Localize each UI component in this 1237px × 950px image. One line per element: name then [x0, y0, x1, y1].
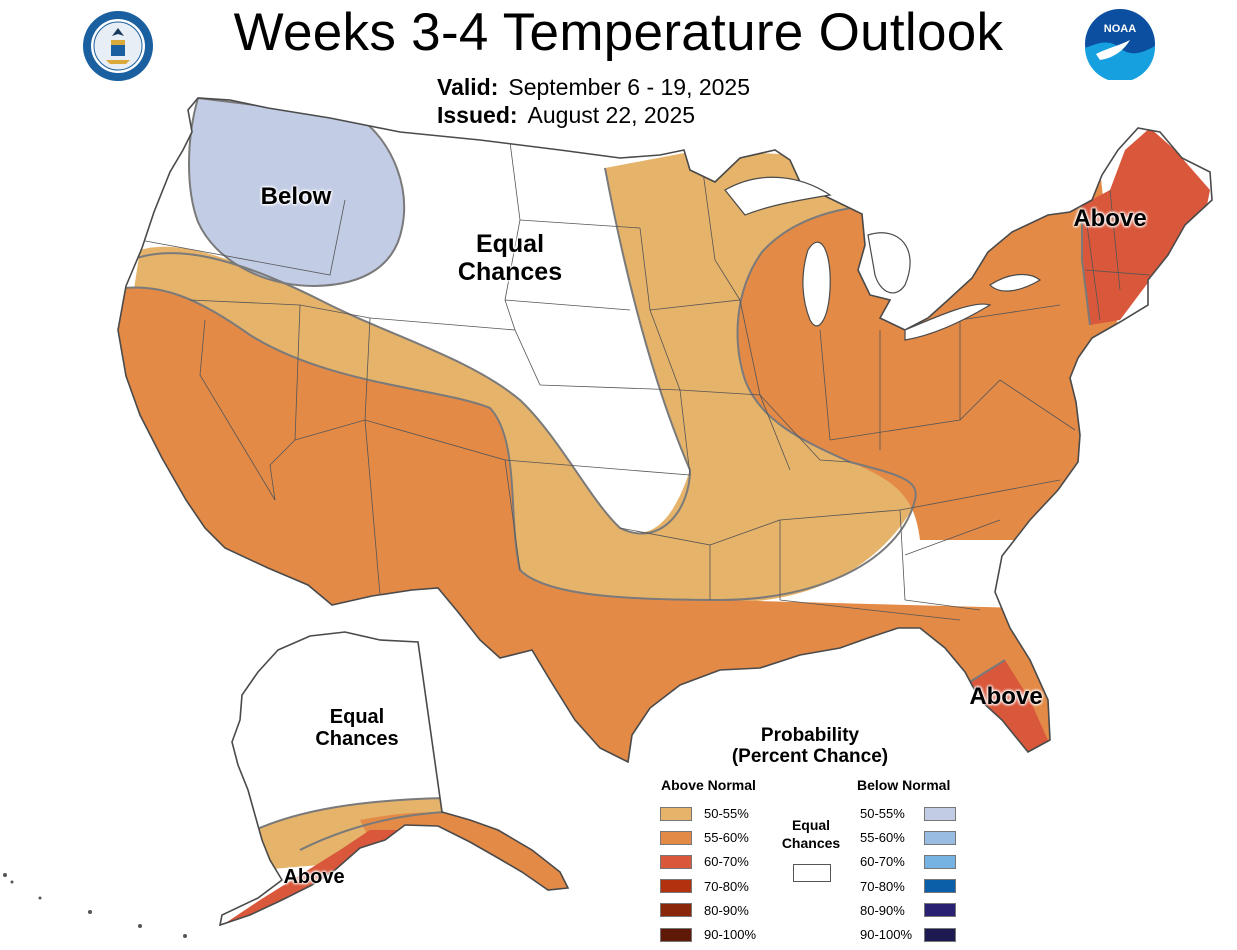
legend-below-header: Below Normal — [857, 777, 951, 793]
legend-above-row: 60-70% — [660, 854, 749, 869]
doc-seal-icon — [83, 11, 153, 81]
equal-chances-label-line1: Equal — [475, 230, 545, 258]
legend-equal-line1: Equal — [791, 817, 831, 833]
legend-above-swatch — [660, 854, 692, 869]
legend-above-label: 80-90% — [704, 902, 749, 918]
equal-chances-label: Equal Chances — [430, 230, 590, 286]
probability-contours — [118, 98, 1091, 684]
valid-line: Valid: September 6 - 19, 2025 — [437, 74, 750, 101]
valid-label: Valid: — [437, 74, 499, 100]
legend-below-row: 60-70% — [860, 854, 956, 869]
legend-above-swatch — [660, 879, 692, 894]
legend-above-label: 50-55% — [704, 806, 749, 821]
legend-below-label: 80-90% — [860, 902, 905, 918]
alaska-above-label: Above — [283, 866, 345, 888]
alaska-outline — [218, 631, 570, 927]
legend-above-label: 70-80% — [704, 878, 749, 894]
legend-below-row: 80-90% — [860, 903, 956, 918]
above-florida-label: Above — [969, 683, 1043, 710]
equal-chances-label-line2: Chances — [457, 258, 563, 286]
legend-above-header: Above Normal — [661, 777, 756, 793]
above-60-70-newengland-region — [1082, 128, 1210, 325]
legend-below-swatch — [924, 927, 956, 942]
above-55-60-east-region — [737, 170, 1120, 540]
issued-date: August 22, 2025 — [527, 102, 696, 128]
legend-below-row: 70-80% — [860, 879, 956, 894]
alaska-shading — [220, 632, 568, 925]
legend-equal-chances-swatch — [793, 864, 831, 882]
legend-below-label: 60-70% — [860, 854, 905, 870]
alaska-equal-chances-line2: Chances — [315, 728, 399, 751]
legend-below-swatch — [924, 903, 956, 918]
legend-below-swatch — [924, 854, 956, 869]
noaa-logo-icon: NOAA — [1085, 9, 1156, 80]
legend-below-label: 55-60% — [860, 830, 905, 846]
below-label: Below — [260, 183, 332, 210]
legend-above-row: 90-100% — [660, 927, 756, 942]
legend-above-label: 60-70% — [704, 854, 749, 870]
legend-title: Probability (Percent Chance) — [680, 725, 940, 768]
legend-above-swatch — [660, 927, 692, 942]
legend-below-label: 70-80% — [860, 878, 905, 894]
map-title: Weeks 3-4 Temperature Outlook — [233, 3, 1004, 62]
legend-above-swatch — [660, 806, 692, 821]
legend-above-row: 55-60% — [660, 830, 749, 845]
aleutian-islands — [3, 873, 187, 938]
legend-equal-chances-label: Equal Chances — [773, 817, 849, 852]
legend-below-swatch — [924, 830, 956, 845]
legend-title-line1: Probability — [760, 725, 860, 746]
ak-above-55-60-region — [360, 812, 568, 900]
legend-below-swatch — [924, 879, 956, 894]
legend-above-swatch — [660, 903, 692, 918]
legend-below-row: 90-100% — [860, 927, 956, 942]
legend-above-label: 55-60% — [704, 830, 749, 846]
legend-below-swatch — [924, 806, 956, 821]
legend-above-row: 80-90% — [660, 903, 749, 918]
legend-below-label: 50-55% — [860, 806, 905, 821]
legend-equal-line2: Chances — [781, 834, 841, 851]
alaska-equal-chances-line1: Equal — [329, 706, 385, 728]
alaska-equal-chances-label: Equal Chances — [292, 706, 422, 751]
legend-above-row: 70-80% — [660, 879, 749, 894]
legend-above-swatch — [660, 830, 692, 845]
state-borders — [139, 141, 1151, 621]
legend-below-label: 90-100% — [860, 927, 913, 942]
issued-label: Issued: — [437, 102, 518, 128]
legend-below-row: 50-55% — [860, 806, 956, 821]
above-60-70-florida-region — [968, 660, 1050, 762]
legend-above-label: 90-100% — [704, 927, 757, 942]
legend-title-line2: (Percent Chance) — [731, 746, 889, 768]
below-50-55-region — [189, 98, 405, 286]
issued-line: Issued: August 22, 2025 — [437, 102, 695, 129]
noaa-logo-text: NOAA — [1104, 23, 1136, 35]
above-newengland-label: Above — [1073, 205, 1147, 232]
legend-below-row: 55-60% — [860, 830, 956, 845]
legend-above-row: 50-55% — [660, 806, 749, 821]
conus-outline — [117, 97, 1213, 764]
great-lakes — [724, 176, 1042, 341]
valid-dates: September 6 - 19, 2025 — [508, 74, 751, 100]
